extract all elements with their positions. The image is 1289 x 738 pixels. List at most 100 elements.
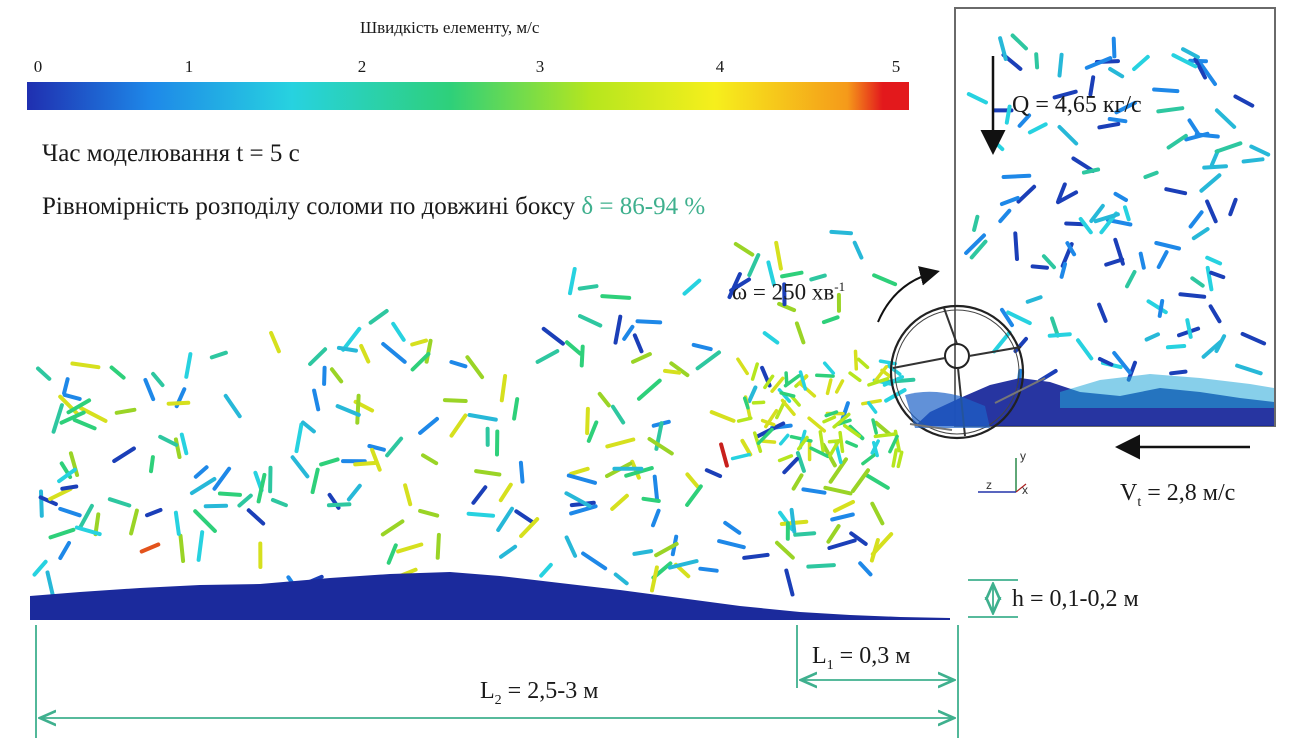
straw-particle: [847, 442, 856, 446]
straw-particle: [567, 342, 580, 353]
straw-particle: [473, 487, 485, 503]
colorbar-title: Швидкість елементу, м/с: [360, 18, 539, 38]
straw-particle: [389, 545, 396, 563]
straw-particle: [147, 510, 161, 515]
straw-particle: [1191, 212, 1202, 226]
straw-particle: [1084, 170, 1098, 173]
straw-particle: [324, 368, 325, 384]
straw-particle: [1244, 159, 1263, 161]
straw-particle: [383, 344, 405, 362]
straw-particle: [220, 494, 240, 495]
straw-particle: [195, 511, 215, 531]
straw-particle: [777, 543, 793, 558]
straw-particle: [215, 469, 230, 489]
simulation-time-label: Час моделювання t = 5 с: [42, 140, 300, 168]
straw-particle: [151, 457, 153, 471]
straw-particle: [875, 434, 894, 436]
straw-particle: [467, 357, 482, 377]
straw-particle: [1066, 224, 1084, 225]
straw-particle: [772, 378, 783, 391]
straw-particle: [869, 403, 876, 412]
straw-particle: [48, 572, 53, 594]
straw-particle: [1180, 294, 1204, 297]
straw-particle: [1060, 55, 1062, 76]
straw-particle: [830, 441, 841, 442]
straw-particle: [1002, 198, 1018, 204]
straw-particle: [783, 401, 795, 415]
straw-particle: [777, 402, 785, 418]
straw-particle: [825, 363, 834, 373]
straw-particle: [271, 333, 279, 351]
straw-particle: [452, 416, 466, 436]
straw-particle: [600, 394, 609, 406]
straw-particle: [65, 395, 80, 399]
straw-particle: [1073, 159, 1093, 171]
straw-particle: [420, 419, 437, 433]
straw-particle: [355, 463, 376, 465]
straw-particle: [776, 243, 781, 269]
straw-particle: [1207, 202, 1216, 222]
straw-particle: [1204, 166, 1226, 167]
straw-particle: [831, 232, 851, 233]
straw-particle: [1217, 143, 1241, 151]
straw-particle: [249, 510, 264, 523]
conveyor-speed-symbol: V: [1120, 480, 1137, 506]
straw-particle: [1060, 127, 1077, 144]
straw-particle: [1116, 194, 1127, 200]
colorbar-tick-0: 0: [34, 57, 43, 77]
straw-particle: [808, 565, 834, 567]
straw-particle: [781, 435, 788, 443]
straw-particle: [855, 243, 862, 258]
straw-particle: [817, 375, 833, 376]
straw-particle: [1230, 200, 1235, 214]
straw-particle: [580, 286, 597, 288]
straw-particle: [1207, 258, 1220, 264]
straw-particle: [698, 352, 719, 368]
straw-ground-layer: [30, 572, 950, 620]
straw-particle: [339, 348, 356, 351]
straw-particle: [893, 450, 896, 466]
straw-particle: [1030, 124, 1046, 132]
straw-particle: [613, 407, 623, 423]
straw-particle: [719, 541, 744, 547]
colorbar-gradient: [27, 82, 909, 110]
straw-particle: [1158, 108, 1182, 111]
straw-particle: [332, 369, 341, 381]
straw-particle: [616, 575, 627, 584]
straw-particle: [541, 565, 551, 576]
straw-particle: [635, 335, 642, 351]
straw-particle: [798, 453, 804, 471]
straw-particle: [427, 341, 431, 362]
straw-particle: [1015, 233, 1017, 259]
colorbar-tick-3: 3: [536, 57, 545, 77]
straw-particle: [763, 421, 774, 425]
straw-particle: [387, 439, 401, 456]
straw-particle: [872, 504, 882, 524]
straw-particle: [361, 346, 368, 362]
straw-particle: [1110, 69, 1122, 76]
straw-particle: [797, 323, 804, 342]
rotor-speed-exponent: -1: [834, 279, 845, 294]
straw-particle: [80, 506, 92, 528]
straw-particle: [451, 362, 465, 366]
straw-particle: [795, 533, 814, 535]
straw-particle: [749, 255, 758, 275]
l2-label: L2 = 2,5-3 м: [480, 678, 598, 709]
straw-particle: [638, 321, 661, 322]
straw-particle: [738, 359, 747, 373]
l1-subscript: 1: [827, 658, 834, 673]
straw-particle: [1134, 57, 1148, 69]
axis-triad: y z x: [978, 449, 1028, 497]
straw-particle: [313, 470, 318, 492]
straw-particle: [753, 364, 758, 379]
straw-particle: [1211, 273, 1223, 277]
straw-particle: [112, 368, 124, 378]
straw-particle: [544, 329, 563, 344]
straw-particle: [1114, 353, 1130, 373]
straw-particle: [212, 353, 226, 358]
straw-particle: [1156, 243, 1179, 249]
straw-particle: [652, 567, 657, 590]
straw-particle: [685, 281, 700, 294]
straw-particle: [694, 345, 711, 349]
straw-particle: [742, 441, 750, 455]
